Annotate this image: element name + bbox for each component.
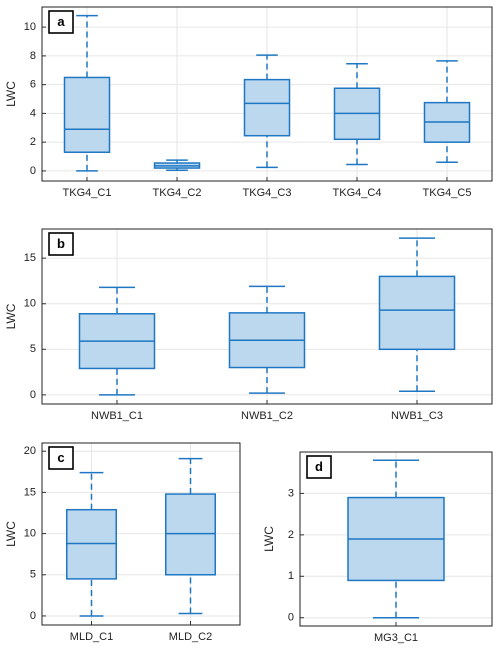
axes-frame: [41, 6, 493, 182]
panel-label-box: [48, 10, 74, 34]
x-tick-label: NWB1_C2: [241, 410, 293, 422]
x-tick-label: MLD_C1: [70, 631, 113, 643]
y-tick-label: 8: [30, 50, 36, 62]
y-tick-label: 5: [30, 343, 36, 355]
x-tick-label: MLD_C2: [169, 631, 212, 643]
panel-label: d: [315, 459, 323, 474]
panel: 0 2 4 6 8 10 TKG4_C1 TKG4_C2 TKG4_C3 TKG4_C4 TKG4_…: [4, 6, 493, 199]
box: [66, 508, 117, 580]
y-tick-label: 4: [30, 107, 36, 119]
y-tick-label: 10: [24, 527, 36, 539]
y-tick-label: 2: [30, 136, 36, 148]
x-tick-label: TKG4_C4: [333, 187, 382, 199]
box: [378, 275, 456, 351]
y-tick-label: 10: [24, 21, 36, 33]
box: [63, 76, 111, 153]
y-tick-label: 10: [24, 298, 36, 310]
y-axis-label: LWC: [262, 526, 276, 552]
panel-label: b: [57, 236, 65, 251]
y-tick-label: 20: [24, 445, 36, 457]
panel: 0 5 10 15 20 MLD_C1 MLD_C2 LWC c: [4, 442, 241, 643]
y-axis-label: LWC: [4, 521, 18, 547]
y-tick-label: 3: [288, 487, 294, 499]
y-tick-label: 0: [30, 165, 36, 177]
panel-label: c: [57, 450, 64, 465]
box: [165, 493, 216, 576]
panel: 0 5 10 15 NWB1_C1 NWB1_C2 NWB1_C3 LWC b: [4, 228, 493, 422]
y-tick-label: 5: [30, 569, 36, 581]
axes-frame: [299, 451, 493, 627]
x-tick-label: TKG4_C3: [243, 187, 292, 199]
x-tick-label: NWB1_C1: [91, 410, 143, 422]
x-tick-label: TKG4_C1: [63, 187, 112, 199]
y-tick-label: 0: [30, 610, 36, 622]
x-tick-label: MG3_C1: [374, 632, 418, 644]
y-tick-label: 15: [24, 486, 36, 498]
panel-label-box: [306, 455, 332, 479]
panel-label-box: [48, 232, 74, 256]
x-tick-label: TKG4_C2: [153, 187, 202, 199]
y-tick-label: 15: [24, 252, 36, 264]
axes-frame: [41, 228, 493, 405]
y-axis-label: LWC: [4, 81, 18, 107]
y-axis-label: LWC: [4, 303, 18, 329]
box: [243, 78, 291, 137]
y-tick-label: 0: [30, 389, 36, 401]
x-tick-label: TKG4_C5: [423, 187, 472, 199]
y-tick-label: 6: [30, 79, 36, 91]
y-tick-label: 2: [288, 529, 294, 541]
axes-frame: [41, 442, 241, 626]
panel: 0 1 2 3 MG3_C1 LWC d: [262, 451, 493, 644]
panel-label-box: [48, 446, 74, 470]
panel-label: a: [57, 14, 65, 29]
x-tick-label: NWB1_C3: [391, 410, 443, 422]
y-tick-label: 0: [288, 612, 294, 624]
y-tick-label: 1: [288, 570, 294, 582]
